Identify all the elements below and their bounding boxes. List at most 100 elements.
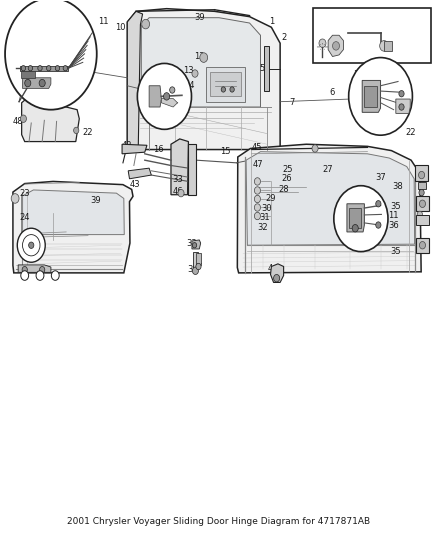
Text: 24: 24 xyxy=(19,213,30,222)
Text: 35: 35 xyxy=(391,247,401,256)
Text: 4: 4 xyxy=(13,28,18,37)
Circle shape xyxy=(376,222,381,228)
Text: 28: 28 xyxy=(278,185,289,194)
Circle shape xyxy=(138,63,191,130)
Polygon shape xyxy=(237,144,421,273)
Text: 53: 53 xyxy=(408,41,419,50)
Circle shape xyxy=(170,87,175,93)
Circle shape xyxy=(192,267,198,274)
Circle shape xyxy=(142,19,150,29)
Text: 39: 39 xyxy=(194,13,205,22)
Circle shape xyxy=(192,243,197,248)
Circle shape xyxy=(11,193,19,203)
Bar xyxy=(313,7,431,63)
Text: 31: 31 xyxy=(193,257,203,265)
Polygon shape xyxy=(21,71,35,78)
Circle shape xyxy=(192,70,198,77)
Text: 38: 38 xyxy=(392,182,403,191)
Text: 36: 36 xyxy=(388,221,399,230)
Text: 2: 2 xyxy=(282,34,287,43)
Circle shape xyxy=(20,115,26,123)
Circle shape xyxy=(349,58,413,135)
Text: 32: 32 xyxy=(258,223,268,232)
Circle shape xyxy=(274,274,280,282)
Text: 19: 19 xyxy=(353,70,364,78)
Bar xyxy=(196,253,201,265)
Circle shape xyxy=(254,204,261,211)
Text: 27: 27 xyxy=(322,165,332,174)
Text: 25: 25 xyxy=(283,165,293,174)
Text: 12: 12 xyxy=(194,52,205,61)
Text: 11: 11 xyxy=(389,211,399,220)
Polygon shape xyxy=(122,144,147,154)
Circle shape xyxy=(230,87,234,92)
Circle shape xyxy=(420,200,426,207)
Text: 14: 14 xyxy=(184,81,194,90)
Circle shape xyxy=(39,266,45,273)
Text: 33: 33 xyxy=(172,175,183,184)
Text: 23: 23 xyxy=(19,189,30,198)
Circle shape xyxy=(312,145,318,152)
Text: 10: 10 xyxy=(116,23,126,32)
Bar xyxy=(384,41,392,51)
Circle shape xyxy=(196,263,201,270)
Text: 5: 5 xyxy=(24,81,29,90)
Text: 51: 51 xyxy=(353,41,364,50)
Text: 6: 6 xyxy=(330,87,335,96)
Bar xyxy=(417,196,428,211)
Circle shape xyxy=(254,177,261,185)
Circle shape xyxy=(51,271,59,280)
Circle shape xyxy=(399,104,404,110)
Circle shape xyxy=(332,42,339,50)
Text: 33: 33 xyxy=(187,239,197,248)
Circle shape xyxy=(36,271,44,280)
Text: 42: 42 xyxy=(122,141,133,150)
Circle shape xyxy=(352,224,358,232)
Circle shape xyxy=(22,235,40,256)
Text: 35: 35 xyxy=(391,202,401,211)
Polygon shape xyxy=(13,181,133,273)
Polygon shape xyxy=(271,264,284,282)
Polygon shape xyxy=(362,80,381,112)
Circle shape xyxy=(63,66,67,71)
Bar xyxy=(188,144,196,195)
Polygon shape xyxy=(20,66,68,71)
Circle shape xyxy=(46,66,51,71)
Text: 22: 22 xyxy=(406,128,417,137)
Text: 39: 39 xyxy=(91,196,101,205)
Circle shape xyxy=(254,212,261,220)
Polygon shape xyxy=(21,96,79,142)
Circle shape xyxy=(55,66,60,71)
Circle shape xyxy=(163,93,170,100)
Text: 3: 3 xyxy=(26,20,32,29)
Text: 52: 52 xyxy=(360,13,371,22)
Circle shape xyxy=(380,41,389,51)
Circle shape xyxy=(17,228,45,262)
Polygon shape xyxy=(396,99,410,114)
Circle shape xyxy=(254,187,261,194)
Circle shape xyxy=(417,211,423,217)
Bar xyxy=(418,182,426,189)
Polygon shape xyxy=(192,240,201,249)
Polygon shape xyxy=(149,86,161,107)
Circle shape xyxy=(399,91,404,97)
Text: 30: 30 xyxy=(187,265,198,273)
Circle shape xyxy=(22,266,27,273)
Circle shape xyxy=(221,87,226,92)
Text: 22: 22 xyxy=(83,128,93,137)
Text: 31: 31 xyxy=(259,213,270,222)
Circle shape xyxy=(28,66,32,71)
Polygon shape xyxy=(347,204,364,232)
Bar xyxy=(349,208,361,228)
Circle shape xyxy=(419,189,424,196)
Polygon shape xyxy=(127,11,143,150)
Text: 11: 11 xyxy=(98,18,109,27)
Polygon shape xyxy=(246,152,415,245)
Text: 13: 13 xyxy=(183,67,194,75)
Bar xyxy=(417,238,428,253)
Circle shape xyxy=(254,195,261,203)
Text: 4: 4 xyxy=(268,264,273,273)
Polygon shape xyxy=(22,78,51,88)
Circle shape xyxy=(25,79,31,87)
Text: 15: 15 xyxy=(220,147,231,156)
